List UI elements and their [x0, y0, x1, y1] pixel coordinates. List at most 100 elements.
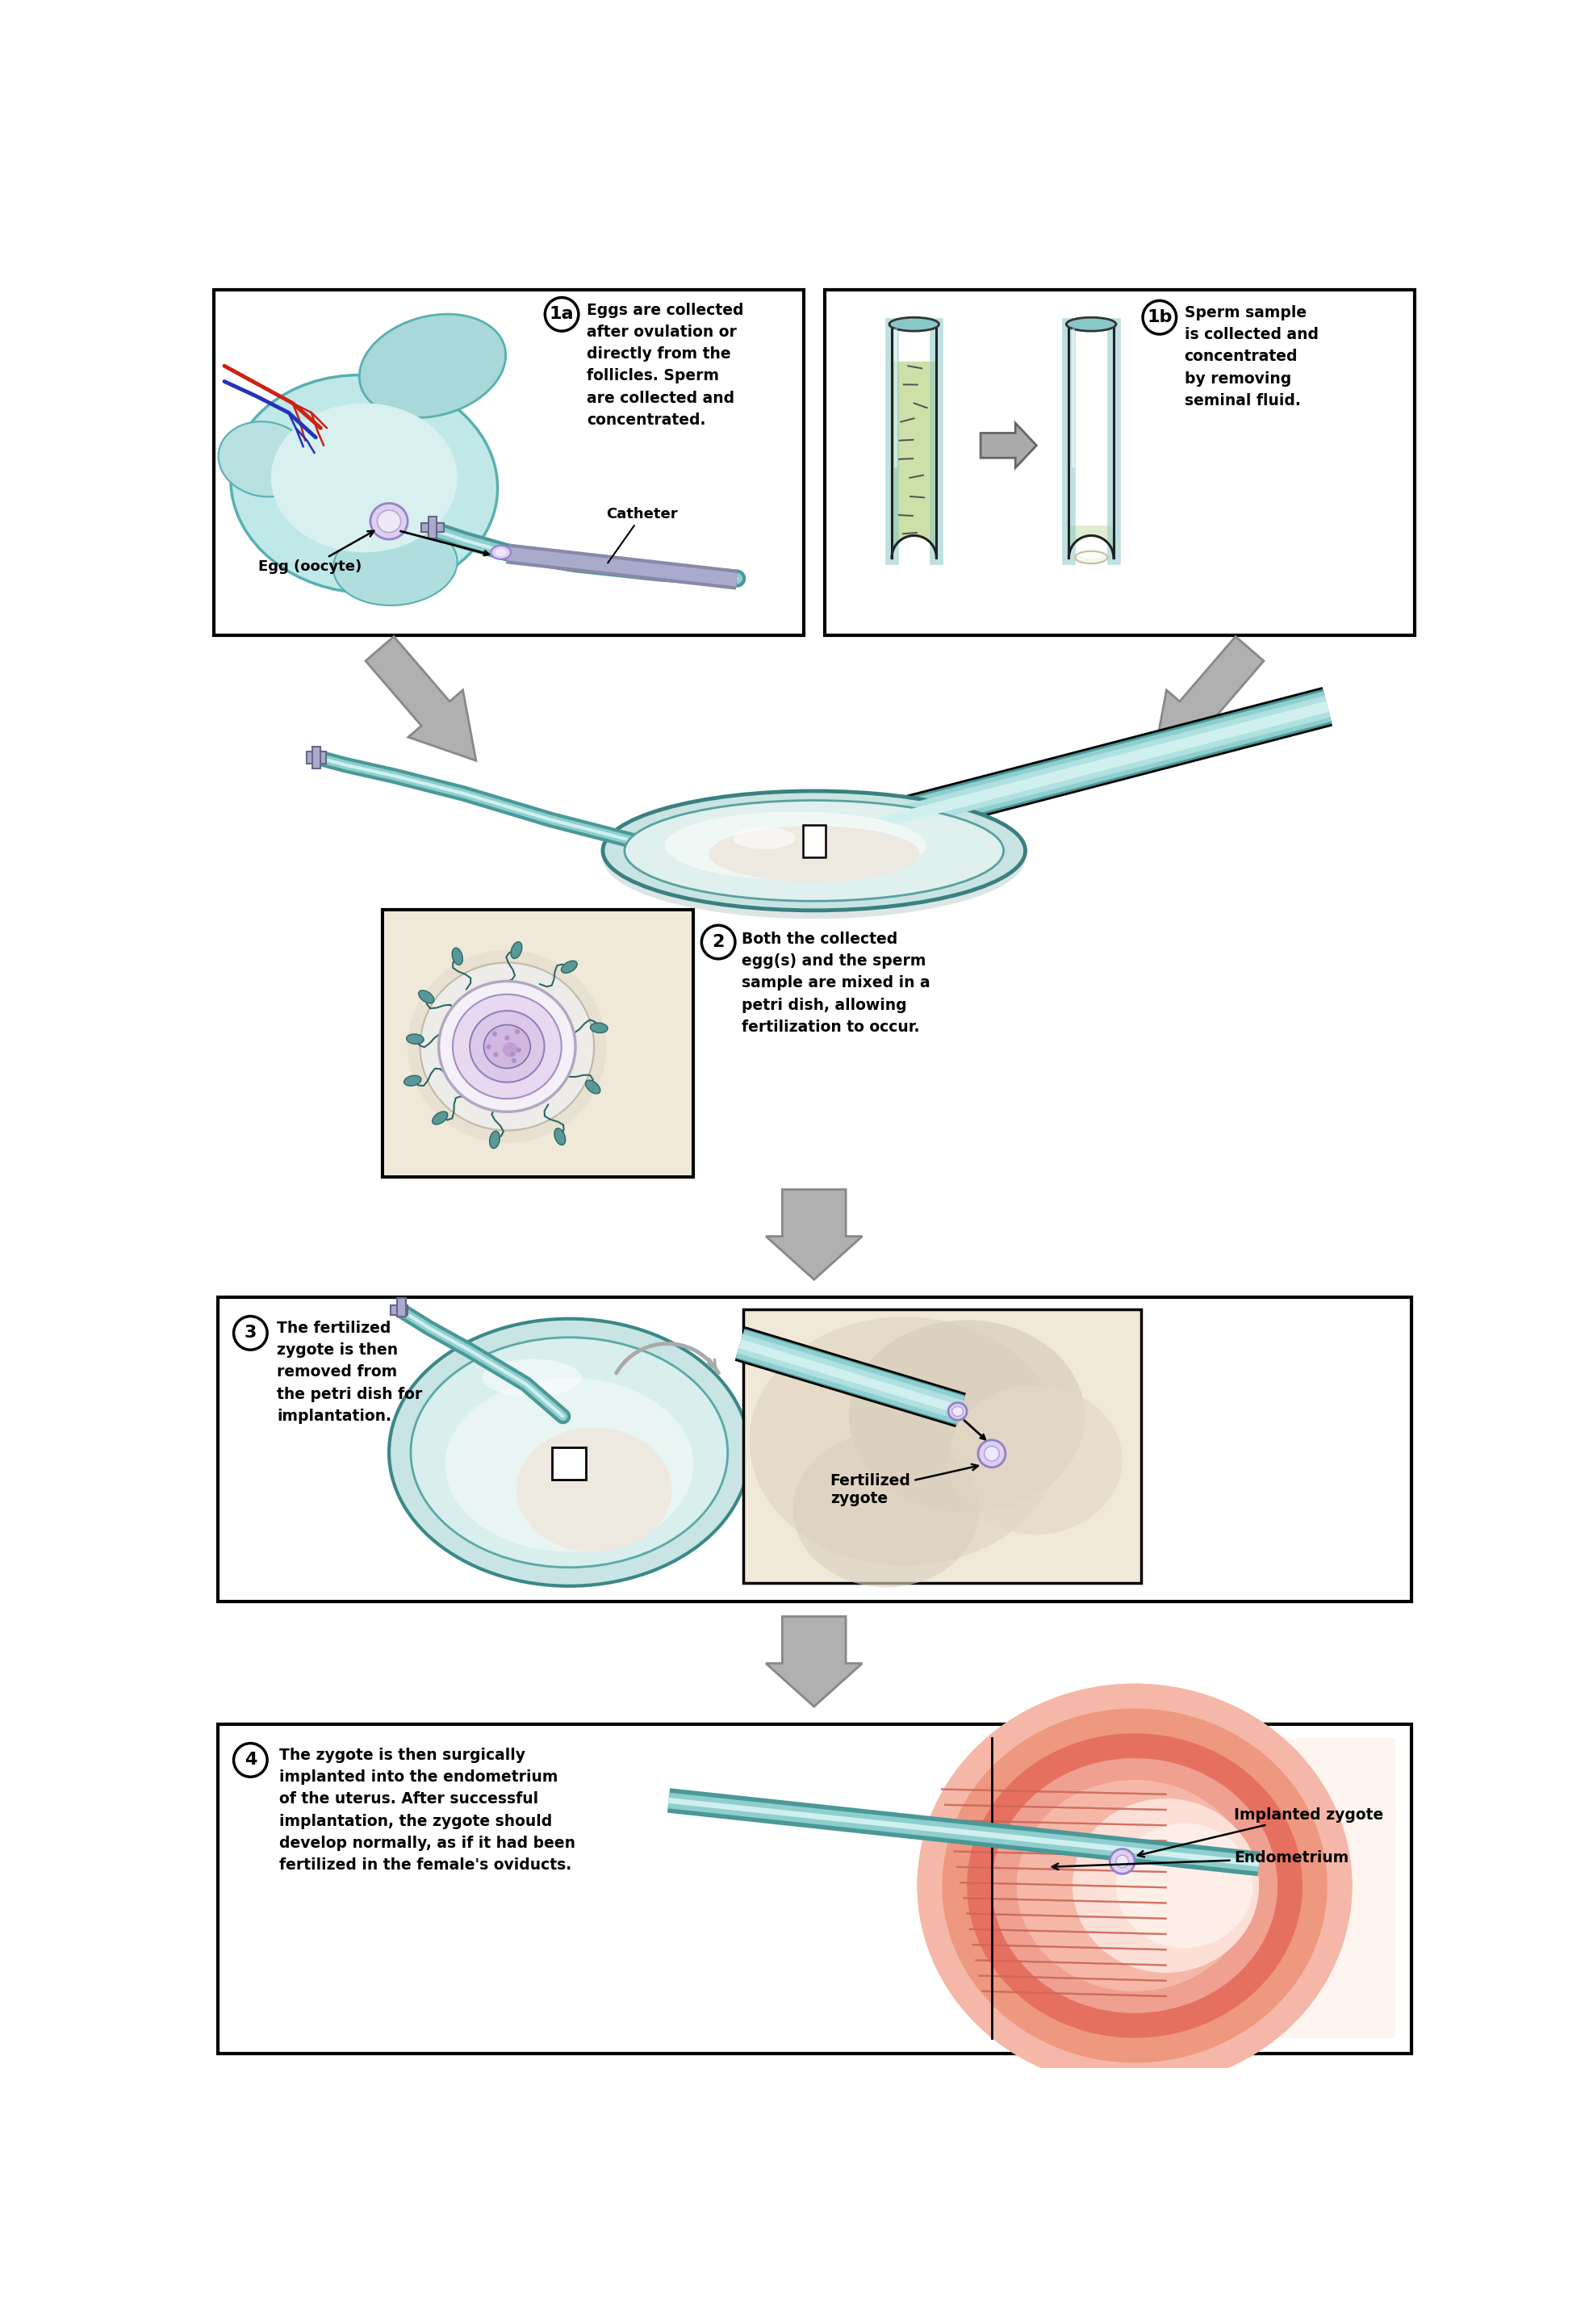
Circle shape — [516, 1048, 521, 1053]
Bar — [992, 1738, 1395, 2038]
Bar — [427, 516, 437, 539]
Bar — [825, 290, 1414, 634]
Text: Eggs are collected
after ovulation or
directly from the
follicles. Sperm
are col: Eggs are collected after ovulation or di… — [586, 302, 744, 428]
Text: The zygote is then surgically
implanted into the endometrium
of the uterus. Afte: The zygote is then surgically implanted … — [280, 1748, 575, 1873]
Text: Catheter: Catheter — [607, 507, 679, 562]
Text: 4: 4 — [245, 1752, 257, 1769]
Circle shape — [502, 1041, 518, 1057]
Polygon shape — [1154, 637, 1263, 760]
Bar — [215, 290, 804, 634]
Circle shape — [1109, 1850, 1135, 1873]
Text: 3: 3 — [245, 1325, 257, 1341]
Bar — [397, 1299, 405, 1318]
Ellipse shape — [418, 990, 434, 1004]
Circle shape — [234, 1743, 267, 1778]
Ellipse shape — [1073, 1799, 1258, 1973]
Ellipse shape — [451, 948, 462, 964]
Text: Endometrium: Endometrium — [1052, 1850, 1349, 1868]
Text: 2: 2 — [712, 934, 725, 951]
Ellipse shape — [408, 951, 607, 1143]
Ellipse shape — [1073, 1799, 1258, 1973]
Ellipse shape — [389, 1318, 750, 1585]
Text: Implanted zygote: Implanted zygote — [1138, 1808, 1384, 1857]
Ellipse shape — [404, 1076, 421, 1085]
Circle shape — [984, 1446, 999, 1462]
Text: The fertilized
zygote is then
removed from
the petri dish for
implantation.: The fertilized zygote is then removed fr… — [276, 1320, 423, 1425]
Ellipse shape — [591, 1023, 607, 1032]
Ellipse shape — [334, 525, 458, 607]
Ellipse shape — [561, 960, 577, 974]
Polygon shape — [1069, 525, 1114, 558]
Circle shape — [493, 1053, 499, 1057]
Bar — [307, 751, 326, 765]
Ellipse shape — [624, 799, 1004, 902]
Ellipse shape — [218, 421, 311, 497]
Circle shape — [545, 297, 578, 330]
Text: Fertilized
zygote: Fertilized zygote — [829, 1464, 979, 1506]
Ellipse shape — [992, 1759, 1278, 2013]
Bar — [385, 911, 691, 1176]
Text: 1b: 1b — [1147, 309, 1173, 325]
Ellipse shape — [555, 1127, 566, 1146]
Bar — [383, 909, 693, 1176]
Circle shape — [512, 1057, 516, 1062]
Circle shape — [493, 1032, 497, 1037]
Ellipse shape — [516, 1427, 672, 1552]
Circle shape — [515, 1030, 520, 1034]
Ellipse shape — [602, 790, 1025, 911]
Polygon shape — [891, 363, 936, 558]
Ellipse shape — [733, 827, 796, 848]
Ellipse shape — [1076, 551, 1108, 562]
Ellipse shape — [272, 402, 458, 553]
Ellipse shape — [917, 1683, 1352, 2087]
Bar — [311, 746, 321, 769]
Ellipse shape — [491, 546, 510, 560]
Ellipse shape — [1066, 318, 1115, 330]
Ellipse shape — [949, 1404, 968, 1420]
Ellipse shape — [942, 1708, 1327, 2064]
Polygon shape — [766, 1190, 863, 1281]
Ellipse shape — [439, 981, 575, 1111]
Circle shape — [702, 925, 736, 960]
Bar — [218, 1297, 1411, 1601]
Ellipse shape — [453, 995, 561, 1099]
Ellipse shape — [489, 1132, 501, 1148]
Ellipse shape — [750, 1318, 1060, 1566]
Ellipse shape — [942, 1708, 1327, 2064]
Ellipse shape — [512, 941, 521, 957]
Ellipse shape — [481, 1360, 582, 1397]
Bar — [551, 1448, 586, 1480]
Bar — [218, 1724, 1411, 2054]
Polygon shape — [365, 637, 477, 760]
Ellipse shape — [602, 797, 1025, 918]
Ellipse shape — [917, 1683, 1352, 2087]
Ellipse shape — [432, 1111, 448, 1125]
Bar — [421, 523, 443, 532]
Ellipse shape — [483, 1025, 531, 1069]
Text: 1a: 1a — [550, 307, 574, 323]
Ellipse shape — [992, 1759, 1278, 2013]
Ellipse shape — [407, 1034, 424, 1043]
Ellipse shape — [496, 548, 507, 555]
Ellipse shape — [709, 825, 920, 881]
Ellipse shape — [664, 811, 926, 881]
Polygon shape — [980, 423, 1036, 467]
Ellipse shape — [230, 374, 497, 593]
Ellipse shape — [949, 1385, 1122, 1534]
Text: Both the collected
egg(s) and the sperm
sample are mixed in a
petri dish, allowi: Both the collected egg(s) and the sperm … — [742, 932, 931, 1034]
Ellipse shape — [359, 314, 505, 418]
Ellipse shape — [849, 1320, 1085, 1513]
Ellipse shape — [968, 1734, 1303, 2038]
Ellipse shape — [445, 1378, 693, 1552]
Ellipse shape — [890, 318, 939, 330]
Ellipse shape — [377, 509, 400, 532]
Ellipse shape — [952, 1406, 963, 1415]
Circle shape — [234, 1315, 267, 1350]
Bar — [802, 825, 825, 858]
Text: Egg (oocyte): Egg (oocyte) — [259, 530, 373, 574]
Ellipse shape — [1017, 1780, 1252, 1992]
Circle shape — [1142, 300, 1176, 335]
Ellipse shape — [1115, 1824, 1252, 1948]
Circle shape — [486, 1043, 491, 1050]
Ellipse shape — [585, 1081, 601, 1095]
